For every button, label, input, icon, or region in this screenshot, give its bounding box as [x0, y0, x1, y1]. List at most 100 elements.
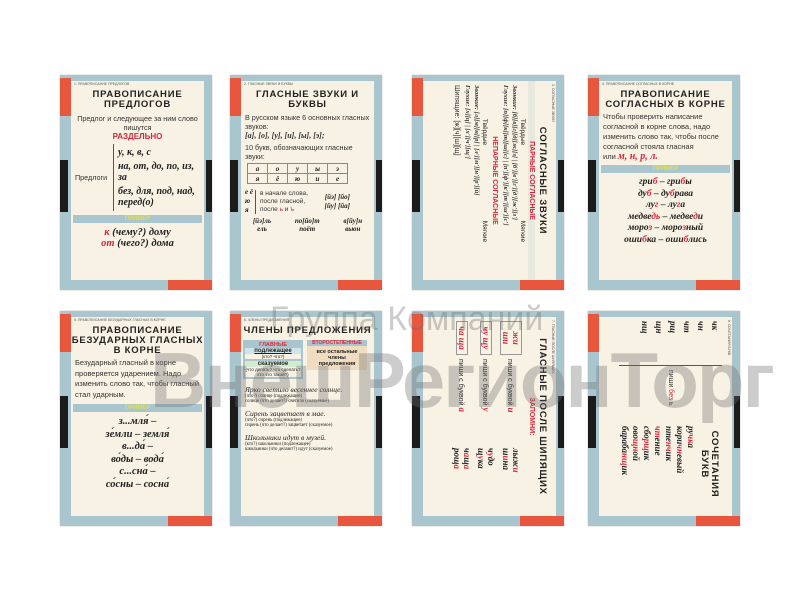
secondary-text: все остальные члены предложения [307, 346, 367, 370]
unpaired-heading: НЕПАРНЫЕ СОГЛАСНЫЕ [491, 136, 498, 225]
poster-title: ПРАВОПИСАНИЕ БЕЗУДАРНЫХ ГЛАСНЫХ В КОРНЕ [71, 325, 204, 356]
example: луг – луга [599, 200, 732, 212]
segment: – гри [657, 177, 681, 187]
predicate: сказуемое [245, 361, 301, 367]
or: или [603, 152, 616, 161]
segment: сбо [642, 426, 652, 439]
poster-header: 1. Правописание предлогов [74, 82, 130, 86]
segment: ш [501, 448, 511, 456]
sounds: [х][ц] [464, 108, 471, 124]
analysis: (что?) сирень (подлежащее) [245, 418, 302, 423]
word: птенчик [663, 426, 674, 512]
example-label: ПРИМЕР [601, 165, 730, 173]
tag [588, 314, 599, 352]
text: В русском языке 6 основных гласных звуко… [245, 113, 370, 131]
side-tab [588, 396, 596, 448]
poster-header: 2. Гласные звуки и буквы [244, 82, 294, 86]
analysis: солнце (что делает?) светило (сказуемое) [245, 399, 329, 404]
example: мороз – морозный [599, 223, 732, 235]
table-cell: ы [307, 163, 328, 174]
poster-header: 4. Правописание согласных в корне [602, 82, 675, 86]
segment: ь [667, 400, 674, 406]
hard-label: Твёрдые [481, 118, 488, 146]
word: овощной [630, 426, 641, 512]
rule-row: жи ши пиши с буквой и лыжи шина [498, 317, 524, 516]
group: без, для, под, над, перед(о) [118, 186, 195, 208]
rule-text: пиши с буквой у [481, 359, 491, 444]
side-tab [558, 396, 564, 448]
example: во́ды – вода́ [111, 453, 164, 465]
word: сборщик [641, 426, 652, 512]
word: лыжи [511, 448, 521, 508]
table-cell: е [327, 173, 348, 184]
segment: щ [462, 457, 472, 465]
sentence: Ярко светило весеннее солнце. [245, 385, 343, 394]
poster-title: СОЧЕТАНИЯ БУКВ [699, 430, 720, 498]
highlight: чн [675, 444, 685, 454]
word: коричневый [674, 426, 685, 512]
segment: лу [645, 200, 655, 210]
table-cell: ё [267, 173, 288, 184]
highlight: з [648, 223, 653, 233]
highlight: г [654, 200, 659, 210]
remember: ЗАПОМНИ: [528, 397, 535, 436]
example: гриб – грибы [599, 177, 732, 189]
highlight: щн [631, 438, 641, 452]
highlight: г [676, 200, 681, 210]
poster-unstressed-vowels: 5. Правописание безударных гласных в кор… [60, 311, 212, 526]
analysis: школьники (что делают?) идут (сказуемое) [245, 447, 333, 452]
analysis: (что?) солнце (подлежащее) [245, 394, 303, 399]
segment: ик [620, 465, 630, 476]
soft-label: Мягкие [519, 220, 526, 243]
secondary-heading: ВТОРОСТЕПЕННЫЕ [307, 340, 367, 346]
footer-block [168, 280, 212, 290]
segment: ду [637, 188, 647, 199]
table-cell: э [327, 163, 348, 174]
sounds: [п][ф][к][т][ш][с] [502, 108, 509, 160]
combo: чт [682, 321, 692, 333]
segment: ик [642, 450, 652, 461]
poster-header: 8. Сочетания букв [727, 320, 731, 356]
segment: на [501, 460, 511, 471]
segment: моро [627, 223, 649, 233]
side-tab [60, 160, 68, 212]
combo: чк [710, 321, 720, 331]
poster-header: 7. Гласные после шипящих [551, 320, 555, 374]
rule-text: пиши с буквой а [457, 359, 467, 444]
example: зе́мли – земля́ [105, 428, 170, 440]
rule-row: ча ща пиши с буквой а чаща роща [450, 317, 474, 516]
text: 10 букв, обозначающих гласные звуки: [245, 143, 353, 161]
segment: а [686, 443, 696, 448]
poster-sentence-parts: 6. Члены предложения ЧЛЕНЫ ПРЕДЛОЖЕНИЯ Г… [230, 311, 382, 526]
poster-prepositions: 1. Правописание предлогов ПРАВОПИСАНИЕ П… [60, 75, 212, 290]
example: медведь – медведи [599, 212, 732, 224]
subject-question: (кто? что?) [245, 354, 301, 359]
poster-title: СОГЛАСНЫЕ ЗВУКИ [537, 126, 548, 235]
segment: ой [631, 451, 641, 461]
combo: щн [654, 321, 664, 334]
transcription: по[йо]т [294, 217, 320, 225]
highlight: б [683, 234, 689, 245]
word: ручка [685, 426, 696, 512]
voiced-label: Звонкие: [511, 85, 518, 110]
highlight: и [511, 467, 521, 473]
side-tab [206, 396, 212, 448]
table-cell: а [247, 163, 268, 174]
poster-title: ГЛАСНЫЕ ЗВУКИ И БУКВЫ [256, 89, 359, 110]
rule: пиши без ь [666, 366, 675, 416]
segment: (чему?) дому [109, 227, 171, 238]
segment: пте [664, 426, 674, 442]
side-tab [412, 396, 420, 448]
rule-text: пиши с буквой и [506, 359, 516, 444]
hard-label: Твёрдые [519, 118, 526, 146]
highlight: б [642, 234, 647, 245]
text: пиши с буквой [457, 359, 464, 408]
side-tab [734, 160, 740, 212]
footer-block [338, 516, 382, 526]
word: чудо [486, 448, 496, 508]
highlight: а [452, 464, 462, 470]
side-tab [376, 396, 382, 448]
transcription: [йэ]ль [252, 217, 272, 225]
sounds: [х'][ч'][щ'] [464, 128, 471, 159]
example: к (чему?) дому [71, 227, 204, 238]
